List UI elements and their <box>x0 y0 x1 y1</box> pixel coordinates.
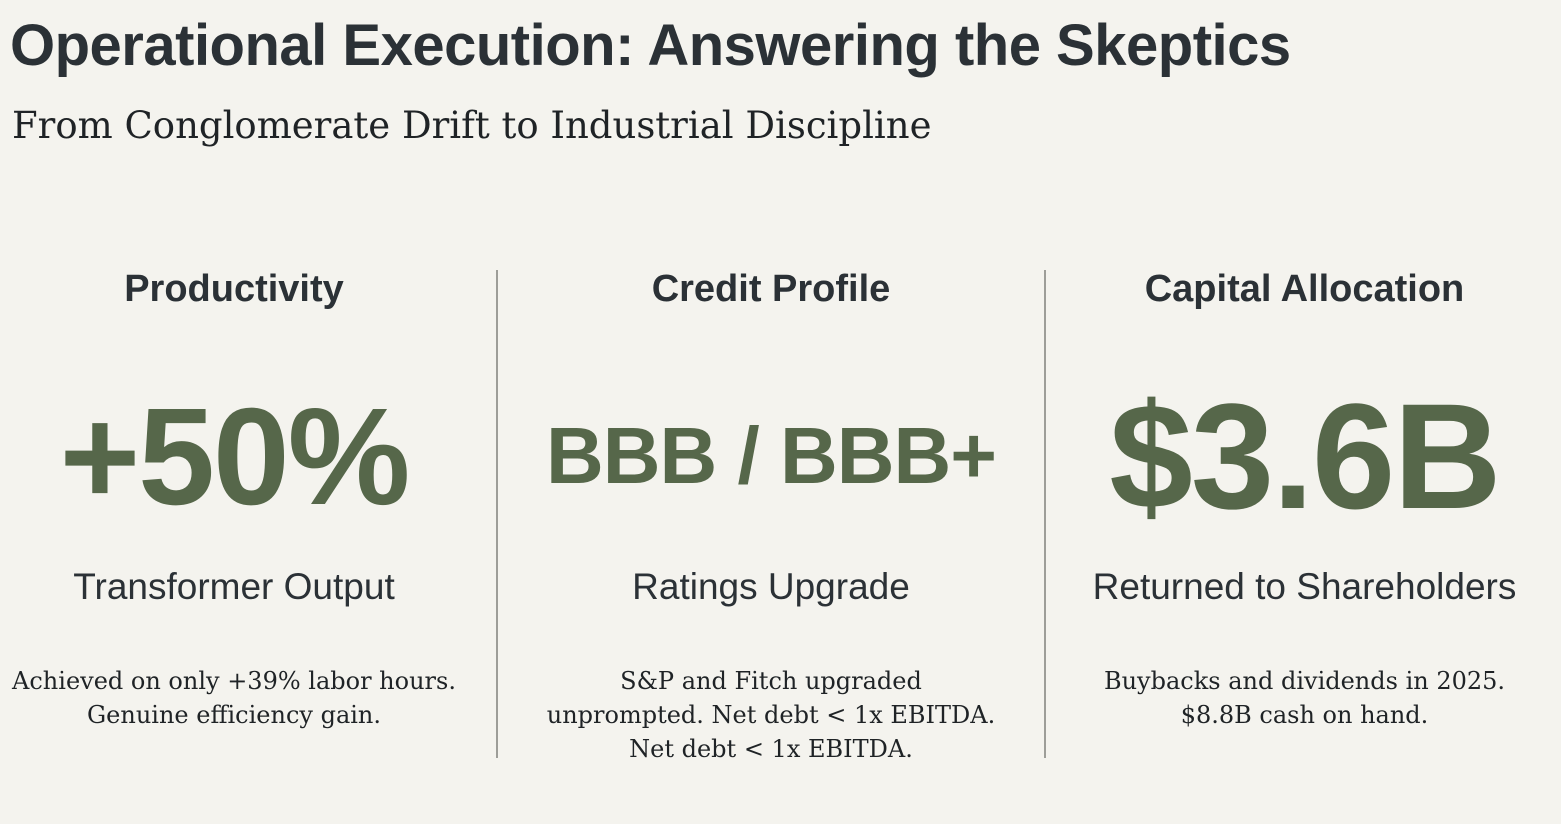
column-divider <box>496 270 498 758</box>
column-productivity: Productivity +50% Transformer Output Ach… <box>0 260 468 770</box>
metric-value: +50% <box>59 380 411 534</box>
page-subtitle: From Conglomerate Drift to Industrial Di… <box>12 104 932 147</box>
column-divider <box>1044 270 1046 758</box>
metric-label: Transformer Output <box>73 566 395 607</box>
column-capital-allocation: Capital Allocation $3.6B Returned to Sha… <box>1048 260 1561 770</box>
description-line: Genuine efficiency gain. <box>86 701 382 729</box>
description-line: Achieved on only +39% labor hours. <box>12 667 456 695</box>
page-title: Operational Execution: Answering the Ske… <box>10 13 1291 78</box>
metric-label: Ratings Upgrade <box>632 566 910 607</box>
column-description: S&P and Fitch upgraded unprompted. Net d… <box>500 664 1042 766</box>
metrics-columns: Productivity +50% Transformer Output Ach… <box>0 260 1561 770</box>
description-line: $8.8B cash on hand. <box>1180 701 1429 729</box>
column-heading: Credit Profile <box>651 268 891 310</box>
metric-label: Returned to Shareholders <box>1092 566 1517 607</box>
description-line: S&P and Fitch upgraded <box>620 667 922 695</box>
metric-value: BBB / BBB+ <box>545 411 997 500</box>
column-description: Buybacks and dividends in 2025. $8.8B ca… <box>1048 664 1561 732</box>
description-line: Buybacks and dividends in 2025. <box>1103 667 1506 695</box>
description-line: Net debt < 1x EBITDA. <box>629 735 913 763</box>
column-heading: Capital Allocation <box>1144 268 1465 310</box>
column-heading: Productivity <box>124 268 344 310</box>
column-description: Achieved on only +39% labor hours. Genui… <box>0 664 468 732</box>
column-credit-profile: Credit Profile BBB / BBB+ Ratings Upgrad… <box>500 260 1042 770</box>
description-line: unprompted. Net debt < 1x EBITDA. <box>546 701 996 729</box>
metric-value: $3.6B <box>1109 372 1501 540</box>
